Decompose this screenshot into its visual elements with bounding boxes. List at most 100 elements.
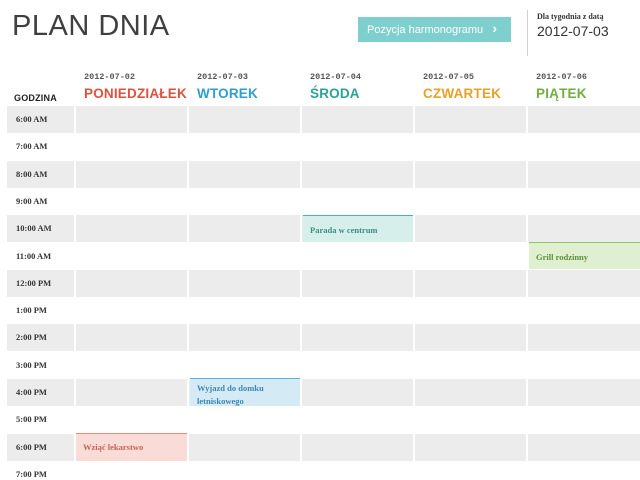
schedule-cell[interactable] [528, 297, 640, 324]
schedule-cell[interactable] [415, 379, 526, 406]
day-name: ŚRODA [310, 86, 360, 101]
day-header: 2012-07-03 WTOREK [189, 70, 299, 104]
week-date[interactable]: 2012-07-03 [537, 23, 609, 39]
schedule-cell[interactable] [189, 188, 300, 215]
day-name: PIĄTEK [536, 86, 587, 101]
schedule-cell[interactable] [415, 106, 526, 133]
schedule-cell[interactable] [528, 433, 640, 461]
schedule-cell[interactable] [189, 352, 300, 379]
schedule-cell[interactable] [76, 243, 187, 270]
schedule-cell[interactable] [302, 243, 413, 270]
schedule-cell[interactable] [76, 160, 187, 188]
event-grill[interactable]: Grill rodzinny [529, 242, 640, 269]
schedule-cell[interactable] [302, 106, 413, 133]
hour-row: 12:00 PM [0, 269, 640, 297]
schedule-cell[interactable] [415, 188, 526, 215]
hour-label: 6:00 AM [7, 106, 74, 133]
schedule-cell[interactable] [76, 406, 187, 433]
event-medicine[interactable]: Wziąć lekarstwo [76, 433, 187, 461]
hour-label: 8:00 AM [7, 160, 74, 188]
schedule-cell[interactable] [415, 243, 526, 270]
schedule-cell[interactable] [528, 133, 640, 160]
hour-row: 7:00 PM [0, 461, 640, 480]
schedule-cell[interactable] [415, 352, 526, 379]
schedule-cell[interactable] [528, 352, 640, 379]
hour-row: 8:00 AM [0, 160, 640, 188]
schedule-cell[interactable] [528, 406, 640, 433]
schedule-cell[interactable] [189, 160, 300, 188]
day-name: CZWARTEK [423, 86, 502, 101]
schedule-cell[interactable] [189, 106, 300, 133]
schedule-cell[interactable] [189, 406, 300, 433]
schedule-cell[interactable] [302, 406, 413, 433]
schedule-cell[interactable] [76, 324, 187, 352]
schedule-cell[interactable] [415, 215, 526, 243]
schedule-cell[interactable] [415, 461, 526, 480]
day-header: 2012-07-04 ŚRODA [302, 70, 412, 104]
hour-label: 12:00 PM [7, 269, 74, 297]
schedule-cell[interactable] [76, 133, 187, 160]
hour-row: 9:00 AM [0, 188, 640, 215]
schedule-cell[interactable] [302, 160, 413, 188]
hour-label: 1:00 PM [16, 305, 47, 316]
hour-row: 3:00 PM [0, 352, 640, 379]
schedule-cell[interactable] [415, 324, 526, 352]
schedule-cell[interactable] [415, 297, 526, 324]
schedule-cell[interactable] [189, 269, 300, 297]
schedule-cell[interactable] [76, 106, 187, 133]
schedule-cell[interactable] [189, 215, 300, 243]
hour-row: 5:00 PM [0, 406, 640, 433]
schedule-item-button[interactable]: Pozycja harmonogramu › [358, 17, 511, 42]
schedule-cell[interactable] [302, 433, 413, 461]
schedule-cell[interactable] [189, 461, 300, 480]
schedule-cell[interactable] [528, 188, 640, 215]
schedule-cell[interactable] [528, 106, 640, 133]
schedule-cell[interactable] [76, 188, 187, 215]
schedule-cell[interactable] [189, 324, 300, 352]
schedule-item-button-label: Pozycja harmonogramu [367, 23, 484, 36]
hour-row: 2:00 PM [0, 324, 640, 352]
page-title: PLAN DNIA [12, 10, 170, 42]
schedule-cell[interactable] [189, 297, 300, 324]
schedule-cell[interactable] [76, 379, 187, 406]
schedule-cell[interactable] [302, 269, 413, 297]
schedule-cell[interactable] [528, 379, 640, 406]
day-date: 2012-07-02 [84, 72, 136, 82]
schedule-cell[interactable] [415, 133, 526, 160]
schedule-cell[interactable] [528, 160, 640, 188]
hour-row: 4:00 PM [0, 379, 640, 406]
schedule-cell[interactable] [76, 297, 187, 324]
schedule-cell[interactable] [528, 215, 640, 243]
schedule-cell[interactable] [302, 133, 413, 160]
schedule-cell[interactable] [302, 324, 413, 352]
schedule-cell[interactable] [415, 433, 526, 461]
schedule-cell[interactable] [302, 188, 413, 215]
hour-label: 5:00 PM [16, 414, 47, 425]
schedule-cell[interactable] [189, 243, 300, 270]
day-date: 2012-07-03 [197, 72, 249, 82]
hour-label: 7:00 AM [16, 141, 48, 152]
schedule-cell[interactable] [302, 379, 413, 406]
schedule-cell[interactable] [528, 269, 640, 297]
schedule-cell[interactable] [415, 160, 526, 188]
schedule-cell[interactable] [528, 324, 640, 352]
schedule-cell[interactable] [415, 406, 526, 433]
schedule-cell[interactable] [302, 352, 413, 379]
event-parade[interactable]: Parada w centrum [303, 215, 413, 242]
schedule-cell[interactable] [189, 433, 300, 461]
day-name: PONIEDZIAŁEK [84, 86, 187, 101]
hour-row: 11:00 AM [0, 243, 640, 270]
schedule-cell[interactable] [76, 461, 187, 480]
schedule-cell[interactable] [528, 461, 640, 480]
schedule-cell[interactable] [302, 461, 413, 480]
schedule-cell[interactable] [302, 297, 413, 324]
day-header: 2012-07-05 CZWARTEK [415, 70, 525, 104]
hour-row: 7:00 AM [0, 133, 640, 160]
schedule-cell[interactable] [76, 269, 187, 297]
schedule-cell[interactable] [415, 269, 526, 297]
event-trip[interactable]: Wyjazd do domku letniskowego [190, 378, 300, 406]
hour-label: 10:00 AM [7, 215, 74, 243]
schedule-cell[interactable] [76, 352, 187, 379]
schedule-cell[interactable] [76, 215, 187, 243]
schedule-cell[interactable] [189, 133, 300, 160]
